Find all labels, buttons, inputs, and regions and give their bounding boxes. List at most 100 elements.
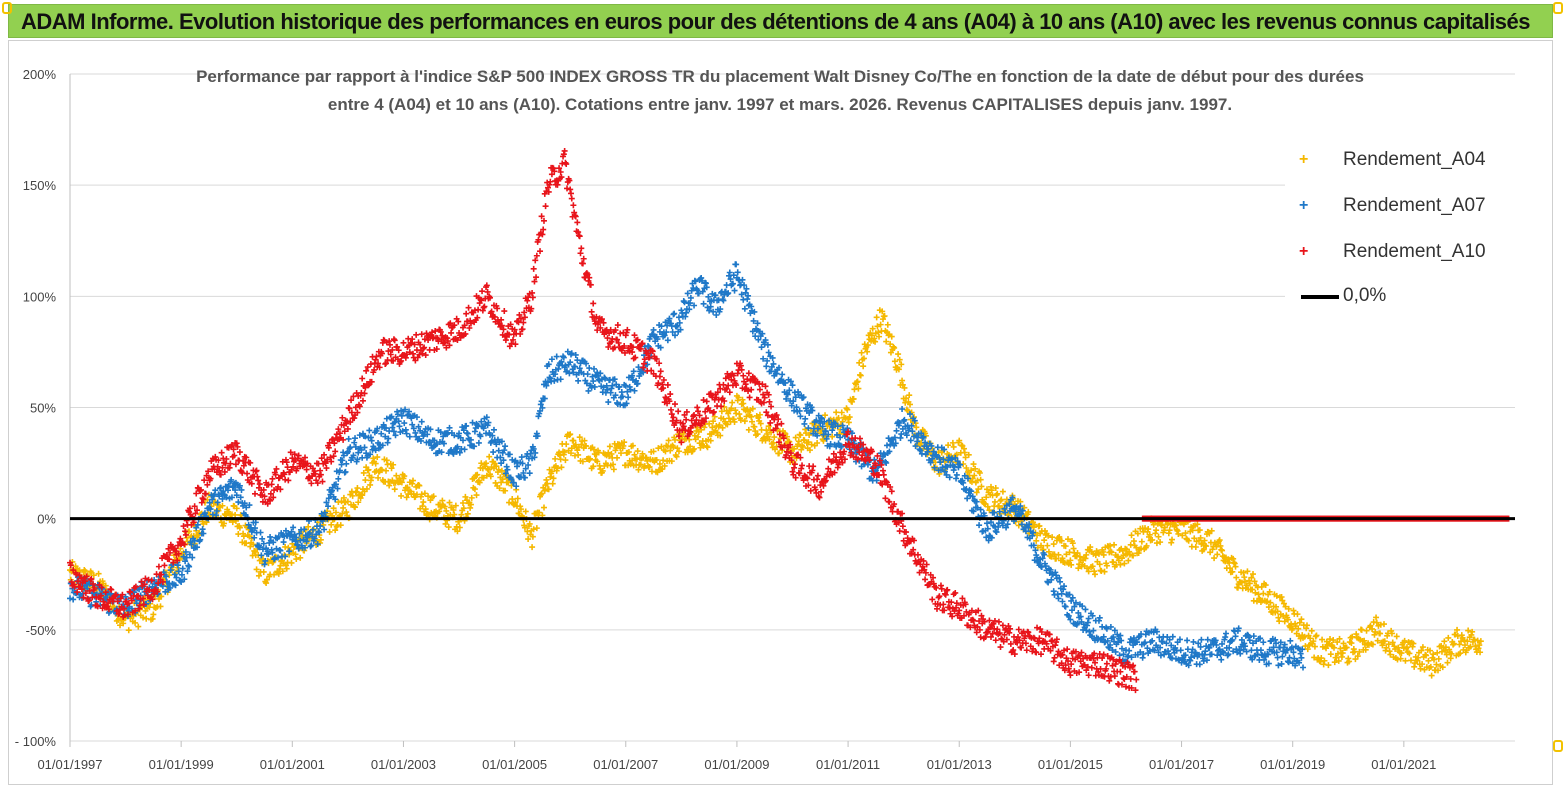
rendement-a04-point	[368, 474, 375, 481]
rendement-a07-point	[213, 507, 220, 514]
report-banner: ADAM Informe. Evolution historique des p…	[8, 4, 1553, 38]
rendement-a07-point	[335, 475, 342, 482]
y-tick-label: 100%	[23, 289, 57, 304]
rendement-a07-point	[265, 551, 272, 558]
rendement-a10-point	[561, 147, 568, 154]
rendement-a04-point	[1477, 638, 1484, 645]
rendement-a04-point	[1153, 527, 1160, 534]
rendement-a04-point	[1273, 592, 1280, 599]
rendement-a10-point	[880, 471, 887, 478]
rendement-a04-point	[525, 536, 532, 543]
rendement-a04-point	[1267, 599, 1274, 606]
rendement-a04-point	[365, 466, 372, 473]
rendement-a07-point	[295, 545, 302, 552]
rendement-a04-point	[1406, 650, 1413, 657]
rendement-a04-point	[971, 472, 978, 479]
rendement-a04-point	[1313, 632, 1320, 639]
rendement-a04-point	[1229, 568, 1236, 575]
rendement-a07-point	[296, 530, 303, 537]
rendement-a04-point	[1041, 537, 1048, 544]
rendement-a04-point	[418, 491, 425, 498]
rendement-a04-point	[326, 528, 333, 535]
rendement-a04-point	[1307, 635, 1314, 642]
rendement-a04-point	[143, 615, 150, 622]
rendement-a04-point	[349, 492, 356, 499]
rendement-a07-point	[518, 454, 525, 461]
rendement-a07-point	[238, 486, 245, 493]
rendement-a04-point	[554, 465, 561, 472]
rendement-a07-point	[163, 573, 170, 580]
rendement-a04-point	[633, 456, 640, 463]
rendement-a04-point	[391, 486, 398, 493]
rendement-a04-point	[1282, 603, 1289, 610]
rendement-a07-point	[277, 547, 284, 554]
rendement-a04-point	[1251, 578, 1258, 585]
x-tick-label: 01/01/2009	[704, 757, 769, 772]
rendement-a04-point	[883, 338, 890, 345]
rendement-a04-point	[1053, 555, 1060, 562]
rendement-a04-point	[1327, 636, 1334, 643]
rendement-a07-point	[260, 540, 267, 547]
rendement-a10-point	[590, 300, 597, 307]
rendement-a04-point	[430, 493, 437, 500]
rendement-a07-point	[350, 452, 357, 459]
rendement-a04-point	[1356, 648, 1363, 655]
rendement-a07-point	[461, 446, 468, 453]
rendement-a04-point	[625, 449, 632, 456]
rendement-a07-point	[321, 526, 328, 533]
rendement-a04-point	[968, 467, 975, 474]
rendement-a04-point	[1138, 538, 1145, 545]
rendement-a04-point	[1298, 616, 1305, 623]
rendement-a07-point	[162, 588, 169, 595]
rendement-a04-point	[1381, 621, 1387, 628]
rendement-a10-point	[778, 420, 785, 427]
rendement-a07-point	[396, 423, 403, 430]
rendement-a04-point	[1062, 543, 1069, 550]
rendement-a04-point	[860, 355, 867, 362]
rendement-a04-point	[646, 463, 653, 470]
rendement-a07-point	[314, 541, 321, 548]
rendement-a04-point	[1203, 543, 1210, 550]
rendement-a04-point	[745, 426, 752, 433]
rendement-a07-point	[681, 299, 688, 306]
rendement-a04-point	[896, 356, 903, 363]
rendement-a04-point	[898, 361, 905, 368]
rendement-a04-point	[1456, 641, 1463, 648]
rendement-a04-point	[1392, 646, 1399, 653]
rendement-a10-point	[180, 523, 187, 530]
rendement-a04-point	[1249, 586, 1256, 593]
rendement-a04-point	[660, 457, 667, 464]
rendement-a10-point	[1117, 668, 1124, 675]
rendement-a04-point	[1343, 644, 1350, 651]
rendement-a04-point	[1194, 521, 1201, 528]
rendement-a07-point	[273, 545, 280, 552]
rendement-a04-point	[233, 505, 240, 512]
rendement-a07-point	[245, 521, 252, 528]
rendement-a07-point	[251, 525, 258, 532]
rendement-a10-point	[564, 185, 571, 192]
rendement-a07-point	[490, 449, 497, 456]
rendement-a07-point	[733, 261, 740, 268]
rendement-a04-point	[906, 392, 913, 399]
rendement-a10-point	[236, 449, 243, 456]
rendement-a04-point	[436, 508, 443, 515]
rendement-a10-point	[574, 219, 581, 226]
rendement-a07-point	[184, 568, 191, 575]
rendement-a04-point	[629, 457, 636, 464]
rendement-a04-point	[354, 485, 361, 492]
rendement-a10-point	[995, 618, 1002, 625]
rendement-a04-point	[1153, 540, 1160, 547]
rendement-a07-point	[323, 499, 330, 506]
rendement-a04-point	[988, 487, 995, 494]
rendement-a07-point	[1196, 661, 1203, 668]
rendement-a07-point	[318, 510, 325, 517]
rendement-a07-point	[1198, 636, 1205, 643]
rendement-a04-point	[409, 477, 416, 484]
rendement-a10-point	[882, 495, 889, 502]
rendement-a04-point	[1044, 542, 1051, 549]
rendement-a04-point	[1248, 574, 1255, 581]
rendement-a04-point	[1166, 527, 1173, 534]
rendement-a07-point	[256, 544, 263, 551]
rendement-a04-point	[550, 475, 557, 482]
rendement-a04-point	[856, 359, 863, 366]
